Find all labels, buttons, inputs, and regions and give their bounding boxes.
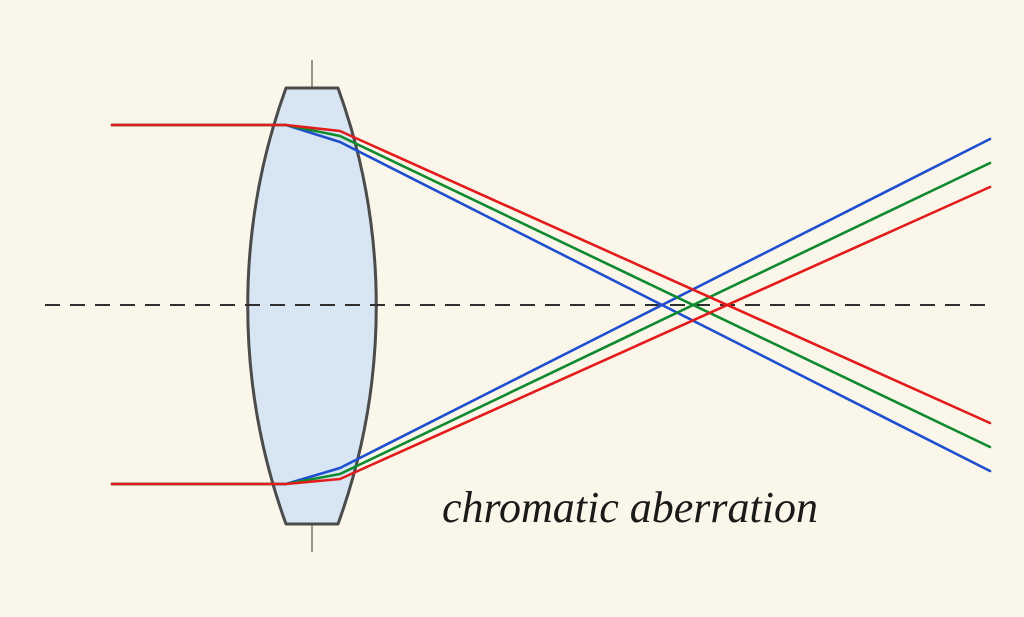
ray-bottom-blue (112, 139, 990, 484)
ray-top-blue (112, 125, 990, 471)
caption-text: chromatic aberration (442, 482, 818, 533)
ray-top-green (112, 125, 990, 447)
ray-bottom-green (112, 163, 990, 484)
diagram-stage: chromatic aberration (0, 0, 1024, 617)
ray-bottom-red (112, 187, 990, 484)
ray-top-red (112, 125, 990, 423)
